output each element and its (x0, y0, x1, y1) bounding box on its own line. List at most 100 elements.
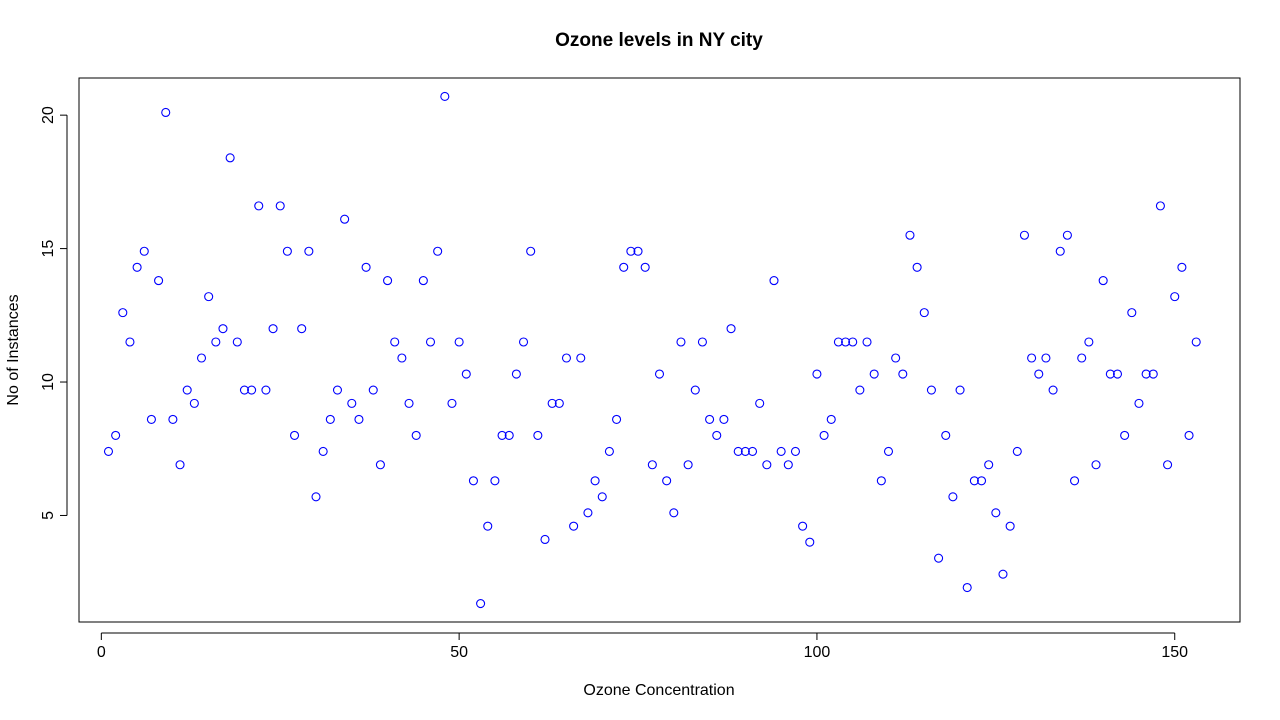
data-point (626, 246, 636, 256)
data-point (297, 324, 307, 334)
data-point (583, 508, 593, 518)
y-tick-label: 20 (40, 106, 57, 124)
data-point (311, 492, 321, 502)
data-point (912, 262, 922, 272)
data-point (154, 276, 164, 286)
data-point (597, 492, 607, 502)
data-point (790, 446, 801, 456)
data-point (590, 476, 600, 486)
data-point (998, 569, 1008, 579)
y-tick-label: 10 (40, 373, 57, 391)
data-point (440, 91, 450, 102)
data-point (347, 398, 357, 408)
data-point (476, 598, 486, 609)
data-point (1134, 398, 1144, 408)
data-point (211, 337, 221, 347)
data-point (576, 353, 586, 363)
data-point (111, 430, 121, 440)
data-point (483, 521, 493, 531)
data-point (1027, 353, 1037, 363)
data-point (182, 385, 192, 395)
data-point (1155, 201, 1165, 211)
data-point (747, 446, 758, 456)
data-point (876, 476, 886, 486)
data-point (325, 414, 335, 424)
plot-area-frame (78, 77, 1241, 623)
data-point (640, 262, 650, 272)
data-point (497, 430, 507, 440)
data-point (354, 414, 364, 424)
data-point (232, 337, 242, 347)
x-axis: 0 50 100 150 (97, 632, 1188, 661)
data-point (690, 385, 700, 395)
data-point (783, 460, 793, 470)
data-point (239, 385, 249, 395)
data-point (125, 337, 135, 347)
data-point (762, 460, 772, 470)
data-point (204, 292, 214, 302)
data-point (118, 308, 128, 318)
data-point (526, 246, 536, 256)
data-point (769, 276, 779, 286)
data-point (547, 398, 557, 408)
data-point (146, 414, 156, 424)
data-point (883, 446, 894, 456)
data-point (247, 385, 257, 395)
data-point (1098, 276, 1108, 286)
data-point (1148, 369, 1158, 379)
data-point (189, 398, 199, 408)
x-tick-label: 100 (804, 644, 831, 661)
data-point (1041, 353, 1051, 363)
data-point (383, 276, 393, 286)
data-point (1019, 230, 1030, 240)
x-tick-label: 0 (97, 644, 106, 661)
data-point (161, 107, 171, 118)
data-point (805, 537, 815, 547)
x-axis-label: Ozone Concentration (583, 682, 734, 699)
data-point (275, 201, 285, 211)
data-point (282, 246, 292, 256)
data-point (798, 521, 808, 531)
data-point (969, 476, 979, 486)
data-point (1141, 369, 1151, 379)
data-point (948, 492, 958, 502)
data-point (447, 398, 457, 408)
data-point (132, 262, 142, 272)
data-point (812, 369, 822, 379)
data-point (926, 385, 936, 395)
data-point (332, 385, 343, 395)
x-tick-label: 150 (1161, 644, 1188, 661)
data-point (103, 446, 114, 456)
data-point (318, 446, 328, 456)
data-point (1163, 460, 1173, 470)
data-point (705, 414, 715, 424)
data-point (225, 153, 235, 163)
data-point (1184, 430, 1194, 440)
data-point (1005, 521, 1015, 531)
data-point (755, 398, 765, 408)
data-point (826, 414, 836, 424)
data-point (1084, 337, 1094, 347)
data-point (461, 369, 471, 379)
data-point (619, 262, 629, 272)
data-point (254, 201, 264, 211)
data-point (819, 430, 829, 440)
data-point (919, 308, 929, 318)
data-point (554, 398, 564, 408)
data-point (962, 582, 972, 593)
data-point (454, 337, 464, 347)
data-point (647, 460, 657, 470)
x-tick-label: 50 (450, 644, 468, 661)
data-point (833, 337, 843, 347)
data-point (361, 262, 371, 272)
data-point (612, 414, 622, 424)
data-point (697, 337, 707, 347)
data-point (776, 446, 786, 456)
data-point (669, 508, 679, 518)
data-point (196, 353, 207, 363)
data-point (561, 353, 572, 363)
data-point (368, 385, 378, 395)
data-point (841, 337, 851, 347)
data-point (569, 521, 579, 531)
data-point (139, 246, 149, 256)
